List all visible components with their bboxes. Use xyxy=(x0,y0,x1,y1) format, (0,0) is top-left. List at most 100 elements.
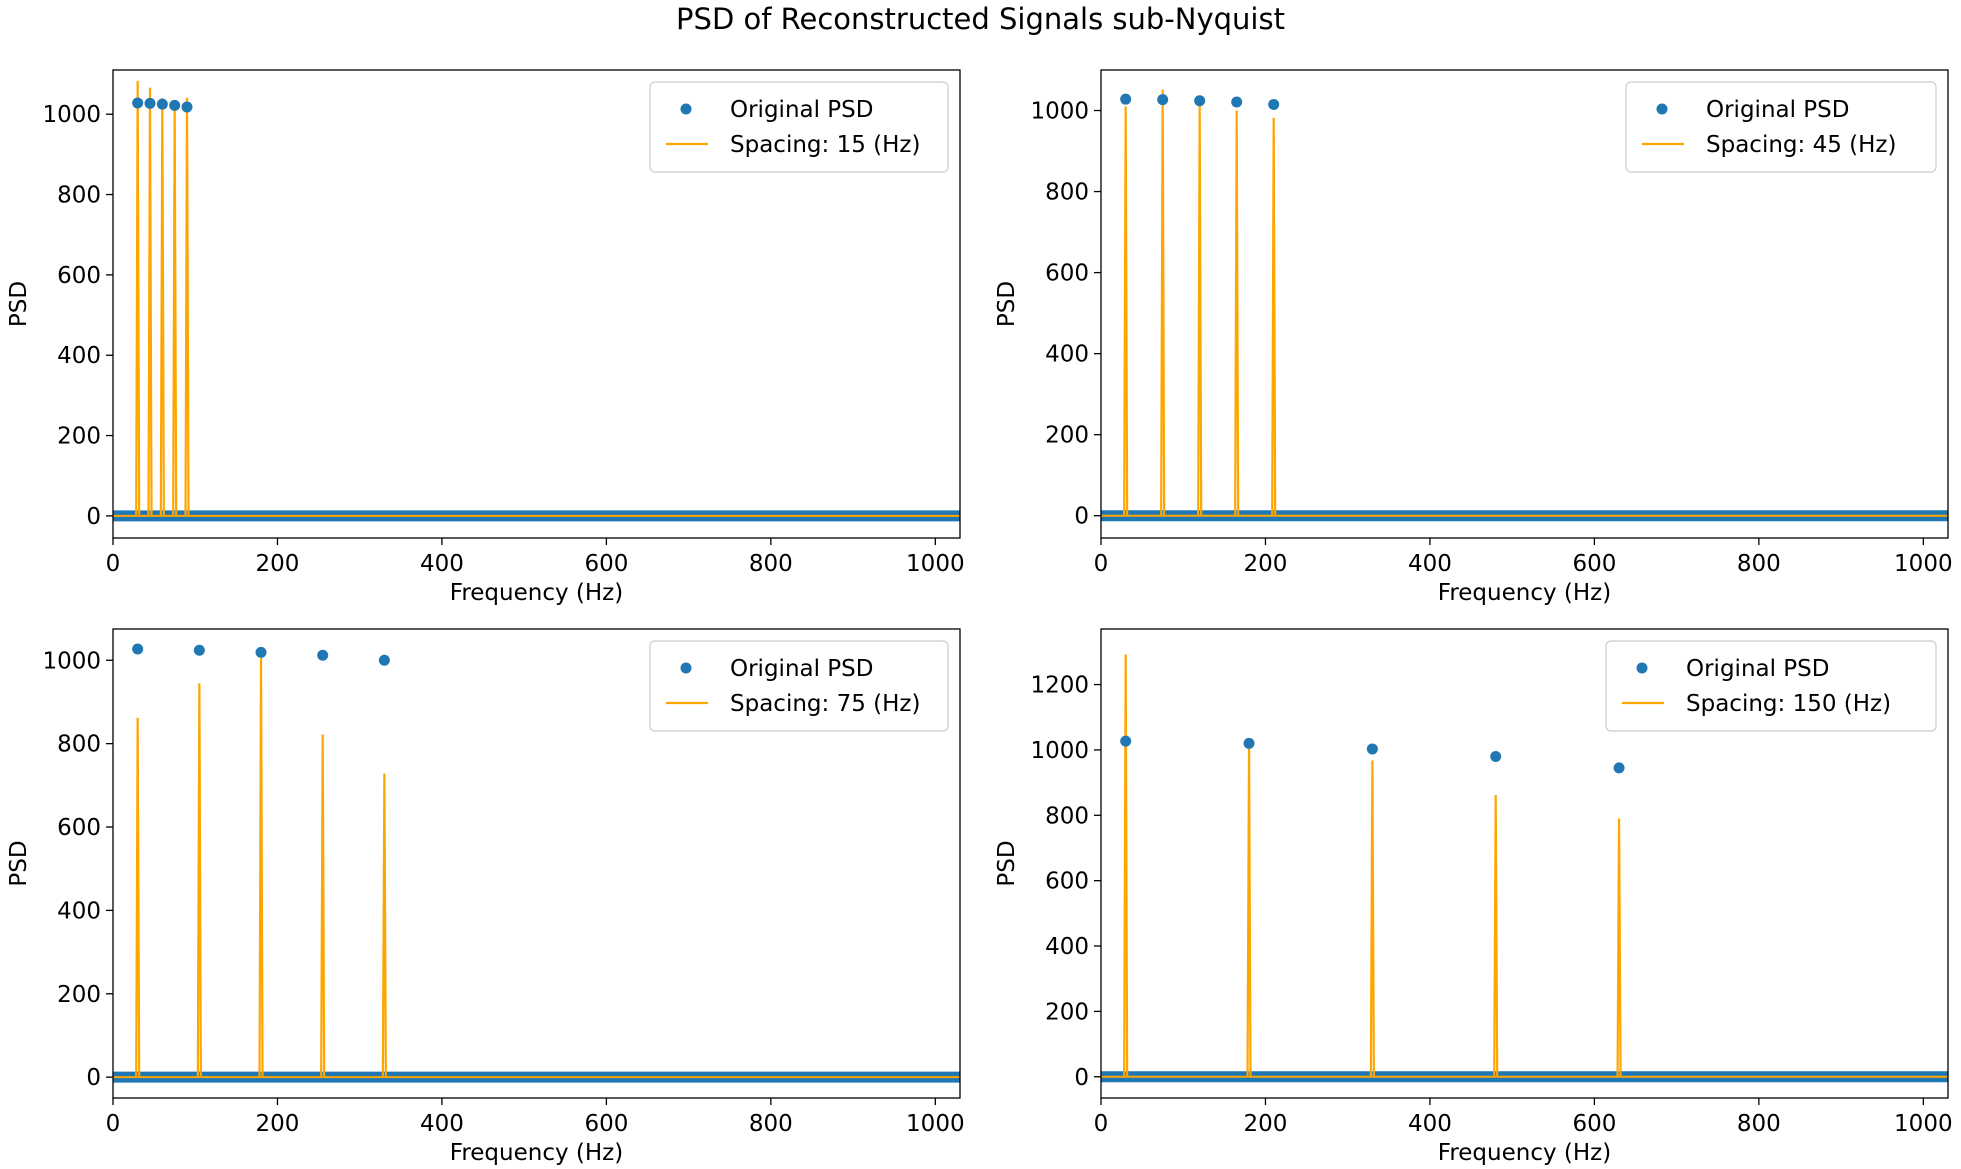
reconstructed-spike xyxy=(1123,106,1129,516)
legend: Original PSD Spacing: 15 (Hz) xyxy=(649,81,949,173)
legend-label-reconstructed: Spacing: 75 (Hz) xyxy=(730,691,920,717)
original-psd-point xyxy=(1194,95,1206,107)
x-tick-label: 0 xyxy=(1094,1111,1109,1137)
legend-label-original: Original PSD xyxy=(730,656,874,682)
y-axis-label: PSD xyxy=(6,281,32,327)
x-tick-label: 1000 xyxy=(1894,1111,1953,1137)
x-tick-label: 1000 xyxy=(906,1111,965,1137)
y-tick-label: 0 xyxy=(86,1065,101,1091)
reconstructed-spike xyxy=(135,717,141,1078)
y-tick-label: 200 xyxy=(1045,423,1089,449)
x-tick-label: 600 xyxy=(584,1111,628,1137)
plot-area xyxy=(113,80,960,522)
y-tick-label: 0 xyxy=(86,504,101,530)
y-tick-label: 800 xyxy=(57,183,101,209)
original-psd-point xyxy=(1613,762,1625,774)
legend-label-reconstructed: Spacing: 15 (Hz) xyxy=(730,132,920,158)
reconstructed-spike xyxy=(147,87,153,516)
legend-box xyxy=(649,640,949,732)
x-tick-label: 800 xyxy=(1737,1111,1781,1137)
x-tick-label: 400 xyxy=(1408,1111,1452,1137)
y-tick-label: 400 xyxy=(57,343,101,369)
figure-title: PSD of Reconstructed Signals sub-Nyquist xyxy=(676,2,1285,36)
axes-frame xyxy=(1100,69,1949,539)
x-tick-label: 0 xyxy=(1094,551,1109,577)
y-tick-label: 600 xyxy=(1045,869,1089,895)
x-tick-label: 600 xyxy=(584,551,628,577)
x-tick-label: 400 xyxy=(420,1111,464,1137)
y-axis-label: PSD xyxy=(994,281,1020,327)
x-tick-label: 0 xyxy=(106,1111,121,1137)
legend-label-reconstructed: Spacing: 45 (Hz) xyxy=(1706,132,1896,158)
axes-frame xyxy=(112,69,961,539)
reconstructed-spike xyxy=(1271,117,1277,516)
reconstructed-spike xyxy=(1234,110,1240,516)
original-psd-point xyxy=(193,644,205,656)
original-psd-point xyxy=(1243,737,1255,749)
legend-label-original: Original PSD xyxy=(1706,97,1850,123)
x-tick-label: 400 xyxy=(420,551,464,577)
legend-marker-original xyxy=(1656,103,1668,115)
y-tick-label: 0 xyxy=(1074,1065,1089,1091)
y-tick-label: 800 xyxy=(57,732,101,758)
x-tick-label: 1000 xyxy=(1894,551,1953,577)
y-tick-label: 600 xyxy=(57,815,101,841)
original-psd-point xyxy=(255,646,267,658)
original-psd-point xyxy=(1366,743,1378,755)
x-tick-label: 200 xyxy=(1244,551,1288,577)
legend-label-original: Original PSD xyxy=(730,97,874,123)
reconstructed-spike xyxy=(1160,89,1166,516)
x-tick-label: 600 xyxy=(1572,1111,1616,1137)
reconstructed-spike xyxy=(258,658,264,1078)
x-tick-label: 200 xyxy=(1244,1111,1288,1137)
x-tick-label: 600 xyxy=(1572,551,1616,577)
y-tick-label: 600 xyxy=(57,263,101,289)
y-tick-label: 200 xyxy=(57,424,101,450)
reconstructed-spike xyxy=(196,683,202,1078)
axes-frame xyxy=(112,628,961,1099)
y-tick-label: 1000 xyxy=(1030,738,1089,764)
x-axis-label: Frequency (Hz) xyxy=(450,1140,623,1166)
x-tick-label: 200 xyxy=(256,551,300,577)
legend-box xyxy=(1625,81,1937,173)
reconstructed-spike xyxy=(172,102,178,516)
x-tick-label: 200 xyxy=(256,1111,300,1137)
legend: Original PSD Spacing: 150 (Hz) xyxy=(1605,640,1937,732)
subplot-4: 0 200 400 600 800 1000 0 200 400 600 800 1000 1200 Fr… xyxy=(994,628,1953,1166)
x-axis-label: Frequency (Hz) xyxy=(1438,580,1611,606)
y-tick-label: 400 xyxy=(1045,342,1089,368)
legend-marker-original xyxy=(680,103,692,115)
original-psd-point xyxy=(1120,93,1132,105)
axes-frame xyxy=(1100,628,1949,1099)
x-tick-label: 1000 xyxy=(906,551,965,577)
y-axis-label: PSD xyxy=(994,840,1020,886)
reconstructed-spike xyxy=(1197,104,1203,516)
reconstructed-spike xyxy=(184,97,190,516)
x-tick-label: 0 xyxy=(106,551,121,577)
y-tick-label: 1200 xyxy=(1030,673,1089,699)
reconstructed-spike xyxy=(159,98,165,516)
y-tick-label: 800 xyxy=(1045,180,1089,206)
plot-area xyxy=(113,643,960,1083)
legend: Original PSD Spacing: 45 (Hz) xyxy=(1625,81,1937,173)
subplot-2: 0 200 400 600 800 1000 0 200 400 600 800 1000 Freque… xyxy=(994,69,1953,606)
legend-box xyxy=(1605,640,1937,732)
subplot-1: 0 200 400 600 800 1000 0 200 400 600 800 1000 Freque… xyxy=(6,69,965,606)
y-tick-label: 200 xyxy=(1045,999,1089,1025)
legend-label-original: Original PSD xyxy=(1686,656,1830,682)
reconstructed-spike xyxy=(381,773,387,1078)
y-tick-label: 1000 xyxy=(1030,99,1089,125)
original-psd-point xyxy=(169,99,181,111)
original-psd-point xyxy=(181,101,193,113)
y-tick-label: 400 xyxy=(1045,934,1089,960)
original-psd-point xyxy=(132,643,144,655)
x-tick-label: 800 xyxy=(749,551,793,577)
x-tick-label: 800 xyxy=(749,1111,793,1137)
plot-area xyxy=(1101,89,1948,522)
original-psd-point xyxy=(1490,750,1502,762)
reconstructed-spike xyxy=(1616,818,1622,1077)
y-tick-label: 400 xyxy=(57,898,101,924)
x-tick-label: 400 xyxy=(1408,551,1452,577)
y-tick-label: 1000 xyxy=(42,648,101,674)
